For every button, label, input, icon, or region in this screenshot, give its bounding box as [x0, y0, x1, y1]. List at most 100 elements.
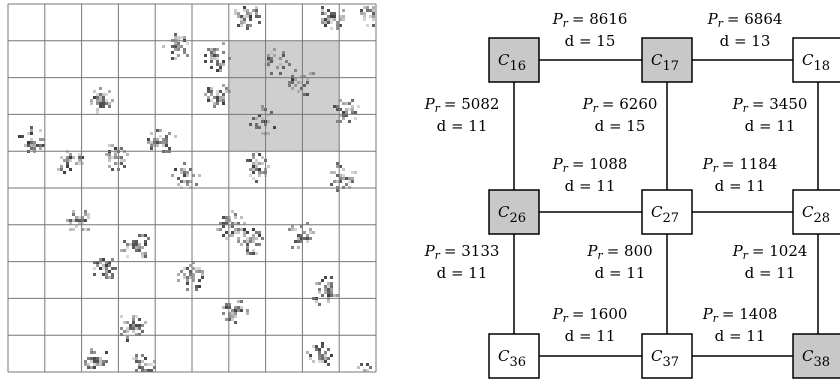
pixel [213, 102, 216, 105]
power-value: = 3133 [444, 242, 500, 260]
pixel [276, 57, 279, 60]
pixel [306, 234, 309, 237]
pixel [342, 174, 345, 177]
node-subscript: 36 [509, 355, 526, 370]
pixel [231, 312, 234, 315]
pixel [219, 228, 222, 231]
pixel [273, 60, 276, 63]
pixel [297, 237, 300, 240]
power-subscript: r [743, 249, 749, 262]
pixel [90, 102, 93, 105]
pixel [330, 27, 333, 30]
power-value: = 1184 [722, 155, 778, 173]
pixel [330, 21, 333, 24]
pixel [372, 15, 375, 18]
pixel [213, 51, 216, 54]
pixel [126, 339, 129, 342]
pixel [165, 141, 168, 144]
pixel [330, 276, 333, 279]
pixel [282, 66, 285, 69]
pixel [321, 342, 324, 345]
pixel [318, 282, 321, 285]
pixel [78, 162, 81, 165]
pixel [174, 168, 177, 171]
pixel [168, 147, 171, 150]
pixel [222, 312, 225, 315]
pixel [246, 159, 249, 162]
distance-label: d = 11 [595, 264, 646, 282]
pixel [216, 228, 219, 231]
pixel [246, 237, 249, 240]
pixel [225, 216, 228, 219]
pixel [147, 138, 150, 141]
distance-label: d = 11 [437, 264, 488, 282]
pixel [231, 225, 234, 228]
pixel [252, 249, 255, 252]
pixel [183, 267, 186, 270]
pixel [315, 300, 318, 303]
pixel [60, 165, 63, 168]
pixel [204, 60, 207, 63]
pixel [330, 285, 333, 288]
pixel [120, 315, 123, 318]
pixel [180, 36, 183, 39]
pixel [102, 264, 105, 267]
pixel [114, 162, 117, 165]
pixel [351, 99, 354, 102]
pixel [114, 156, 117, 159]
pixel [93, 351, 96, 354]
pixel [216, 90, 219, 93]
pixel [150, 363, 153, 366]
pixel [201, 270, 204, 273]
pixel [282, 51, 285, 54]
pixel [291, 87, 294, 90]
pixel [210, 48, 213, 51]
pixel [126, 327, 129, 330]
pixel [345, 177, 348, 180]
power-value: = 1600 [572, 305, 628, 323]
pixel [234, 12, 237, 15]
pixel [144, 240, 147, 243]
pixel [150, 141, 153, 144]
pixel [135, 327, 138, 330]
pixel [126, 336, 129, 339]
pixel [216, 69, 219, 72]
pixel [291, 81, 294, 84]
pixel [291, 246, 294, 249]
power-subscript: r [435, 249, 441, 262]
pixel [231, 234, 234, 237]
pixel [144, 363, 147, 366]
pixel [177, 183, 180, 186]
pixel [225, 87, 228, 90]
pixel [315, 282, 318, 285]
pixel [318, 303, 321, 306]
pixel [243, 234, 246, 237]
pixel [132, 318, 135, 321]
pixel [24, 144, 27, 147]
power-label: Pr= 6260 [582, 95, 658, 115]
pixel [114, 147, 117, 150]
pixel [249, 168, 252, 171]
pixel [261, 156, 264, 159]
pixel [138, 234, 141, 237]
pixel [141, 246, 144, 249]
pixel [327, 21, 330, 24]
pixel [234, 213, 237, 216]
pixel [162, 138, 165, 141]
pixel [258, 168, 261, 171]
pixel [366, 9, 369, 12]
pixel [93, 366, 96, 369]
power-value: = 6864 [727, 10, 783, 28]
pixel [171, 45, 174, 48]
pixel [60, 168, 63, 171]
pixel [186, 288, 189, 291]
pixel [90, 348, 93, 351]
power-subscript: r [718, 17, 724, 30]
pixel [246, 9, 249, 12]
pixel [162, 141, 165, 144]
pixel [162, 144, 165, 147]
pixel [33, 147, 36, 150]
node-symbol: C [651, 347, 663, 365]
power-label: Pr= 3133 [424, 242, 500, 262]
pixel [195, 288, 198, 291]
